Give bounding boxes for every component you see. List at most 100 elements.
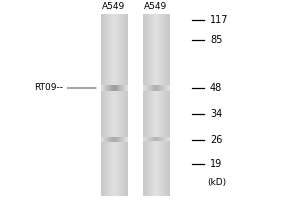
Bar <box>113 136 114 142</box>
Bar <box>145 85 146 91</box>
Bar <box>155 137 156 141</box>
Bar <box>144 137 145 141</box>
Bar <box>145 14 146 196</box>
Bar <box>123 14 124 196</box>
Bar <box>164 85 165 91</box>
Bar <box>161 85 162 91</box>
Bar <box>111 136 112 142</box>
Bar <box>117 14 118 196</box>
Bar <box>156 14 157 196</box>
Bar <box>164 14 165 196</box>
Bar <box>143 14 144 196</box>
Bar <box>146 85 147 91</box>
Bar <box>159 14 160 196</box>
Bar <box>161 137 162 141</box>
Bar <box>153 137 154 141</box>
Bar <box>125 85 126 91</box>
Bar <box>110 85 111 91</box>
Bar <box>148 137 149 141</box>
Bar <box>122 136 123 142</box>
Bar <box>150 85 151 91</box>
Bar <box>125 136 126 142</box>
Bar <box>164 14 165 196</box>
Bar <box>150 85 151 91</box>
Text: A549: A549 <box>144 2 168 11</box>
Bar <box>107 136 108 142</box>
Bar <box>117 14 118 196</box>
Bar <box>104 85 105 91</box>
Bar <box>160 85 161 91</box>
Bar <box>152 85 153 91</box>
Bar <box>123 85 124 91</box>
Bar <box>106 85 107 91</box>
Bar <box>163 137 164 141</box>
Bar <box>126 14 127 196</box>
Bar <box>111 14 112 196</box>
Bar <box>110 14 111 196</box>
Bar <box>147 137 148 141</box>
Bar <box>143 85 144 91</box>
Bar <box>126 14 127 196</box>
Bar <box>119 14 120 196</box>
Text: RT09--: RT09-- <box>34 84 63 92</box>
Bar <box>148 85 149 91</box>
Bar <box>158 85 159 91</box>
Bar <box>152 14 153 196</box>
Bar <box>163 85 164 91</box>
Bar <box>110 136 111 142</box>
Bar <box>148 14 149 196</box>
Bar <box>110 14 111 196</box>
Bar <box>113 136 114 142</box>
Text: A549: A549 <box>102 2 126 11</box>
Bar <box>120 136 121 142</box>
Bar <box>166 14 167 196</box>
Bar <box>149 137 150 141</box>
Bar <box>121 14 122 196</box>
Bar <box>159 85 160 91</box>
Bar <box>117 136 118 142</box>
Text: 19: 19 <box>210 159 222 169</box>
Bar <box>160 85 161 91</box>
Bar <box>163 85 164 91</box>
Bar <box>145 137 146 141</box>
Bar <box>120 85 121 91</box>
Bar <box>105 136 106 142</box>
Bar <box>156 137 157 141</box>
Bar <box>101 14 102 196</box>
Bar <box>164 137 165 141</box>
Bar <box>148 14 149 196</box>
Bar <box>114 14 115 196</box>
Bar <box>120 136 121 142</box>
Bar <box>165 14 166 196</box>
Bar <box>121 136 122 142</box>
Bar <box>153 137 154 141</box>
Bar <box>159 137 160 141</box>
Bar <box>160 137 161 141</box>
Bar <box>162 137 163 141</box>
Bar <box>163 14 164 196</box>
Bar <box>122 85 123 91</box>
Bar <box>119 136 120 142</box>
Bar <box>121 14 122 196</box>
Bar <box>167 14 168 196</box>
Bar <box>118 14 119 196</box>
Bar <box>109 85 110 91</box>
Bar <box>104 136 105 142</box>
Bar <box>168 14 169 196</box>
Bar <box>124 136 125 142</box>
Bar <box>103 14 104 196</box>
Bar <box>106 85 107 91</box>
Bar <box>126 136 127 142</box>
Bar <box>168 137 169 141</box>
Bar <box>113 85 114 91</box>
Text: 117: 117 <box>210 15 229 25</box>
Bar <box>100 85 101 91</box>
Bar <box>109 136 110 142</box>
Bar <box>150 14 151 196</box>
Bar <box>124 14 125 196</box>
Bar <box>163 137 164 141</box>
Bar <box>143 14 144 196</box>
Bar <box>149 137 150 141</box>
Bar <box>168 14 169 196</box>
Bar <box>101 85 102 91</box>
